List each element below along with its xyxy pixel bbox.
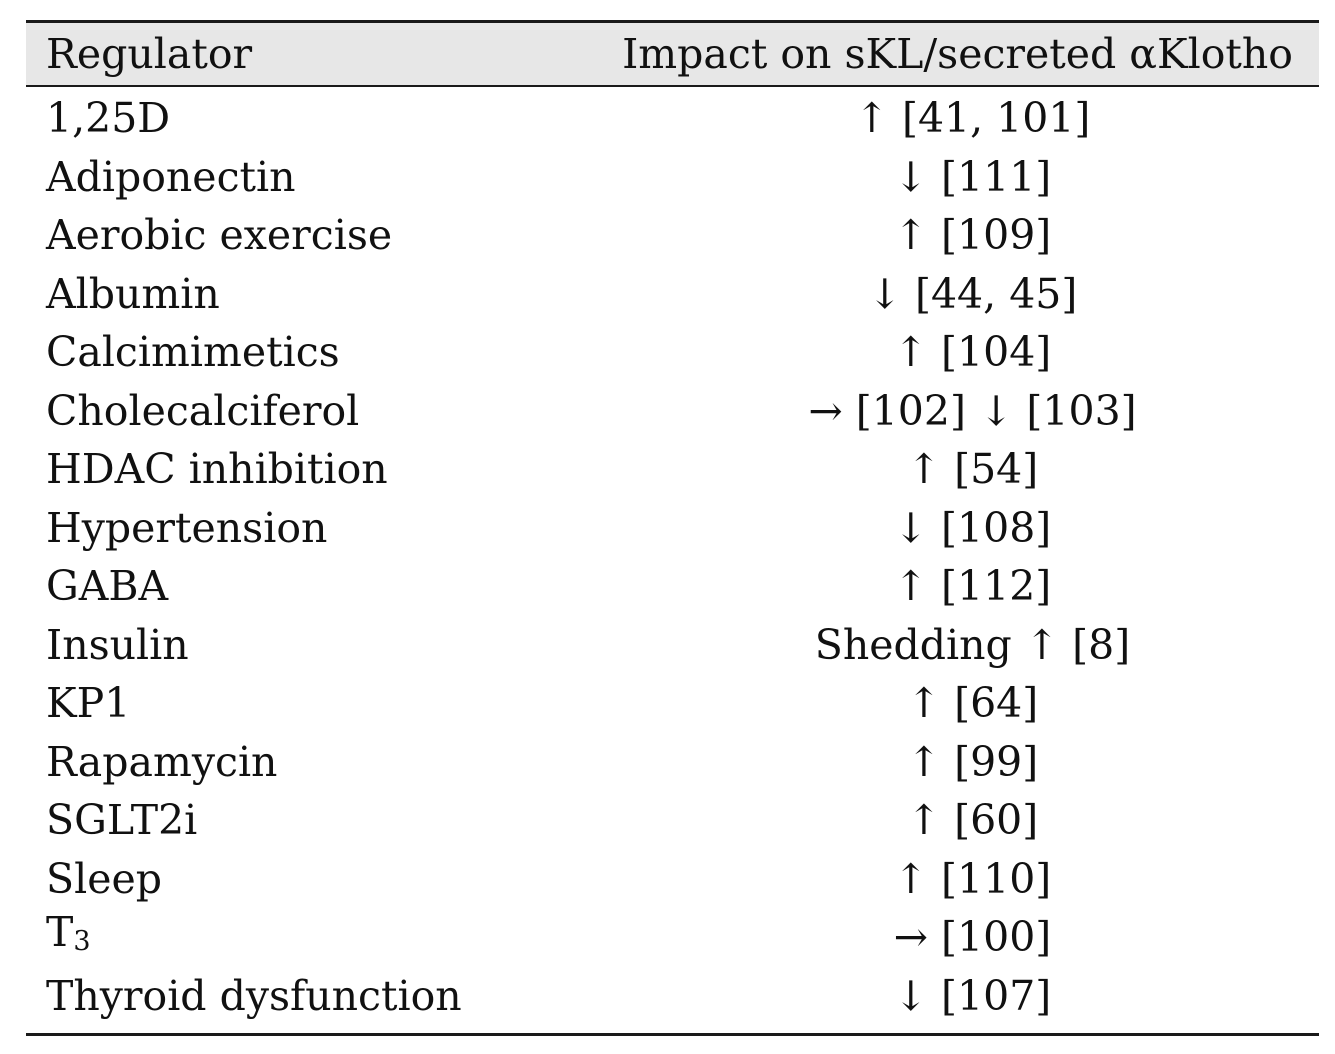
table-row: Sleep ↑ [110] bbox=[26, 850, 1319, 909]
table-row: Rapamycin ↑ [99] bbox=[26, 733, 1319, 792]
table-row: Thyroid dysfunction ↓ [107] bbox=[26, 967, 1319, 1026]
regulator-cell: Aerobic exercise bbox=[46, 211, 393, 260]
impact-cell: ↑ [109] bbox=[893, 211, 1052, 260]
table-row: Calcimimetics ↑ [104] bbox=[26, 323, 1319, 382]
impact-cell: Shedding ↑ [8] bbox=[814, 620, 1131, 669]
table-bottom-rule bbox=[26, 1033, 1319, 1036]
regulator-cell: Thyroid dysfunction bbox=[46, 971, 462, 1020]
impact-cell: ↓ [108] bbox=[893, 503, 1052, 552]
regulator-cell: Adiponectin bbox=[46, 152, 296, 201]
impact-cell: → [100] bbox=[893, 913, 1052, 962]
table-row: 1,25D ↑ [41, 101] bbox=[26, 89, 1319, 148]
table-row: GABA ↑ [112] bbox=[26, 557, 1319, 616]
header-regulator: Regulator bbox=[46, 30, 253, 78]
table-row: Insulin Shedding ↑ [8] bbox=[26, 616, 1319, 675]
table-row: Aerobic exercise ↑ [109] bbox=[26, 206, 1319, 265]
regulator-table: Regulator Impact on sKL/secreted αKlotho… bbox=[26, 20, 1319, 1036]
impact-cell: ↑ [110] bbox=[893, 854, 1052, 903]
regulator-cell: Calcimimetics bbox=[46, 328, 340, 377]
table-row: Adiponectin ↓ [111] bbox=[26, 148, 1319, 207]
impact-cell: ↓ [107] bbox=[893, 971, 1052, 1020]
impact-cell: ↑ [41, 101] bbox=[854, 94, 1091, 143]
regulator-cell: 1,25D bbox=[46, 94, 171, 143]
table-row: Albumin ↓ [44, 45] bbox=[26, 265, 1319, 324]
header-impact: Impact on sKL/secreted αKlotho bbox=[622, 30, 1293, 78]
regulator-cell: SGLT2i bbox=[46, 796, 198, 845]
impact-cell: ↑ [64] bbox=[906, 679, 1039, 728]
table-row: HDAC inhibition ↑ [54] bbox=[26, 440, 1319, 499]
impact-cell: ↑ [104] bbox=[893, 328, 1052, 377]
regulator-cell: Albumin bbox=[46, 269, 220, 318]
impact-cell: ↑ [54] bbox=[906, 445, 1039, 494]
table-top-rule bbox=[26, 20, 1319, 23]
table-row: T3 → [100] bbox=[26, 908, 1319, 967]
regulator-cell: Cholecalciferol bbox=[46, 386, 360, 435]
table-body: 1,25D ↑ [41, 101] Adiponectin ↓ [111] Ae… bbox=[26, 87, 1319, 1025]
regulator-cell: Hypertension bbox=[46, 503, 328, 552]
table-header-row: Regulator Impact on sKL/secreted αKlotho bbox=[26, 23, 1319, 85]
regulator-cell: HDAC inhibition bbox=[46, 445, 388, 494]
impact-cell: ↑ [112] bbox=[893, 562, 1052, 611]
impact-cell: ↓ [111] bbox=[893, 152, 1052, 201]
regulator-subscript: 3 bbox=[73, 926, 91, 958]
table-row: Hypertension ↓ [108] bbox=[26, 499, 1319, 558]
regulator-cell: KP1 bbox=[46, 679, 131, 728]
regulator-cell: Insulin bbox=[46, 620, 189, 669]
regulator-cell: GABA bbox=[46, 562, 169, 611]
regulator-main-text: T bbox=[46, 908, 74, 957]
impact-cell: ↑ [99] bbox=[906, 737, 1039, 786]
impact-cell: ↑ [60] bbox=[906, 796, 1039, 845]
table-row: SGLT2i ↑ [60] bbox=[26, 791, 1319, 850]
impact-cell: ↓ [44, 45] bbox=[867, 269, 1078, 318]
regulator-cell: Sleep bbox=[46, 854, 162, 903]
table-header-rule bbox=[26, 85, 1319, 87]
regulator-cell: Rapamycin bbox=[46, 737, 278, 786]
regulator-cell: T3 bbox=[26, 903, 586, 971]
table-row: KP1 ↑ [64] bbox=[26, 674, 1319, 733]
table-row: Cholecalciferol → [102] ↓ [103] bbox=[26, 382, 1319, 441]
impact-cell: → [102] ↓ [103] bbox=[808, 386, 1137, 435]
